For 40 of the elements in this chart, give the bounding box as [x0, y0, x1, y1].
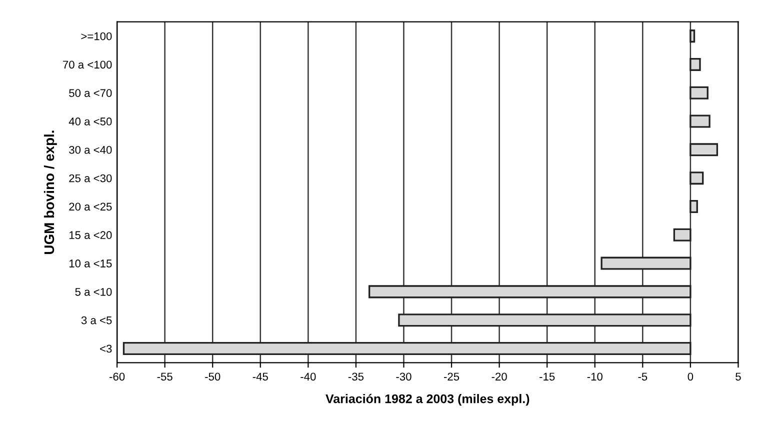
- x-tick-label: -25: [444, 372, 460, 381]
- bar: [368, 285, 692, 298]
- x-tick-label: -35: [348, 372, 364, 381]
- bar: [122, 342, 692, 356]
- x-tick-label: -50: [205, 372, 220, 381]
- bar: [690, 172, 704, 185]
- bar: [690, 58, 701, 71]
- y-tick-label: 25 a <30: [69, 174, 112, 182]
- y-tick-label: 10 a <15: [69, 260, 112, 268]
- y-tick-label: 15 a <20: [69, 231, 112, 240]
- x-tick-label: -20: [492, 372, 507, 381]
- y-tick-label: 3 a <5: [81, 316, 112, 324]
- x-tick-label: -15: [540, 372, 555, 381]
- y-tick-label: >=100: [81, 32, 112, 40]
- x-tick-label: 0: [688, 372, 694, 381]
- x-tick-label: -5: [638, 372, 648, 381]
- y-tick-label: 20 a <25: [69, 202, 112, 211]
- bar: [673, 228, 692, 242]
- bar: [398, 314, 692, 327]
- x-tick-label: -30: [396, 372, 412, 381]
- x-tick-label: -10: [587, 372, 602, 381]
- bar: [690, 200, 698, 213]
- bar: [690, 30, 696, 43]
- bar: [690, 86, 708, 100]
- x-tick-label: -45: [252, 372, 268, 381]
- x-tick-label: 5: [736, 372, 741, 381]
- bar: [690, 143, 718, 156]
- x-tick-label: -55: [157, 372, 172, 381]
- y-tick-label: 5 a <10: [75, 288, 112, 296]
- y-axis-title: UGM bovino / expl.: [44, 130, 57, 254]
- x-tick-label: -60: [110, 372, 125, 381]
- bar: [600, 256, 692, 270]
- y-tick-label: 30 a <40: [69, 146, 112, 154]
- y-tick-label: 70 a <100: [63, 60, 112, 69]
- y-tick-label: <3: [100, 344, 112, 353]
- x-tick-label: -40: [300, 372, 316, 381]
- x-axis-title: Variación 1982 a 2003 (miles expl.): [326, 394, 530, 406]
- y-tick-label: 50 a <70: [69, 89, 112, 97]
- bar: [690, 114, 710, 128]
- y-tick-label: 40 a <50: [68, 118, 112, 126]
